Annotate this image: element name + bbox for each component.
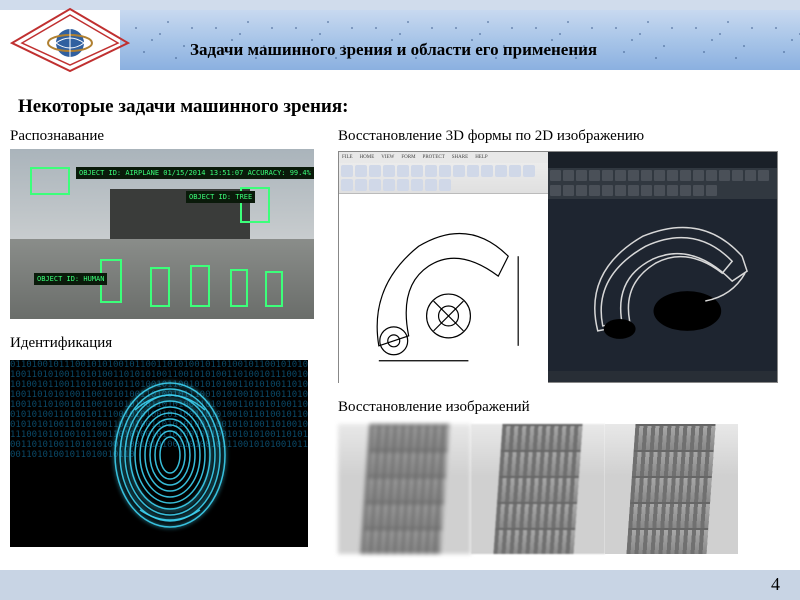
- cad-tool-icon: [550, 185, 561, 196]
- cad-tool-icon: [693, 170, 704, 181]
- reconstruction-image: FILEHOMEVIEWFORMPROTECTSHAREHELP: [338, 151, 778, 383]
- recognition-image: OBJECT ID: AIRPLANE 01/15/2014 13:51:07 …: [10, 149, 314, 319]
- recognition-label: Распознавание: [10, 128, 315, 145]
- cad-tool-icon: [654, 185, 665, 196]
- toolbar-icon: [495, 165, 507, 177]
- page-number: 4: [771, 574, 780, 595]
- cad-tool-icon: [589, 185, 600, 196]
- cad-tool-icon: [745, 170, 756, 181]
- cad-tool-icon: [602, 185, 613, 196]
- cad-tool-icon: [563, 185, 574, 196]
- restore-label: Восстановление изображений: [338, 399, 780, 416]
- reconstruction-label: Восстановление 3D формы по 2D изображени…: [338, 128, 780, 145]
- cad-statusbar: [548, 371, 777, 382]
- cad-tool-icon: [758, 170, 769, 181]
- pdf-tab: HOME: [357, 154, 378, 161]
- toolbar-icon: [369, 179, 381, 191]
- cad-tool-icon: [693, 185, 704, 196]
- pdf-tab: PROTECT: [420, 154, 448, 161]
- cad-ribbon: [548, 168, 777, 199]
- left-column: Распознавание OBJECT ID: AIRPLANE 01/15/…: [10, 128, 315, 547]
- cad-tool-icon: [589, 170, 600, 181]
- pdf-toolbar: [339, 163, 548, 193]
- toolbar-icon: [425, 165, 437, 177]
- toolbar-icon: [467, 165, 479, 177]
- fingerprint-icon: [105, 370, 235, 535]
- pdf-tab-row: FILEHOMEVIEWFORMPROTECTSHAREHELP: [339, 152, 548, 163]
- toolbar-icon: [369, 165, 381, 177]
- toolbar-icon: [397, 179, 409, 191]
- cad-tool-icon: [719, 170, 730, 181]
- pdf-tab: FILE: [339, 154, 356, 161]
- toolbar-icon: [341, 179, 353, 191]
- toolbar-icon: [355, 179, 367, 191]
- toolbar-icon: [509, 165, 521, 177]
- cad-tool-icon: [706, 170, 717, 181]
- right-column: Восстановление 3D формы по 2D изображени…: [338, 128, 780, 554]
- cad-tool-icon: [628, 170, 639, 181]
- cad-tool-icon: [576, 170, 587, 181]
- slide-title: Задачи машинного зрения и области его пр…: [190, 40, 780, 60]
- institution-logo: [0, 5, 140, 75]
- toolbar-icon: [523, 165, 535, 177]
- toolbar-icon: [439, 179, 451, 191]
- pdf-tab: SHARE: [449, 154, 471, 161]
- toolbar-icon: [397, 165, 409, 177]
- detection-box: [265, 271, 283, 307]
- cad-tool-icon: [680, 185, 691, 196]
- cad-tool-icon: [615, 170, 626, 181]
- slide-footer: 4: [0, 570, 800, 600]
- cad-tool-icon: [615, 185, 626, 196]
- cad-canvas: [548, 199, 777, 371]
- detection-box: [150, 267, 170, 307]
- cad-pane: [548, 152, 777, 382]
- pdf-tab: HELP: [472, 154, 491, 161]
- detection-label: OBJECT ID: HUMAN: [34, 273, 107, 285]
- toolbar-icon: [341, 165, 353, 177]
- pdf-tab: FORM: [398, 154, 418, 161]
- cad-tool-icon: [628, 185, 639, 196]
- detection-label: OBJECT ID: TREE: [186, 191, 255, 203]
- cad-tool-icon: [602, 170, 613, 181]
- toolbar-icon: [383, 179, 395, 191]
- cad-titlebar: [548, 152, 777, 168]
- cad-tool-icon: [680, 170, 691, 181]
- cad-tool-icon: [732, 170, 743, 181]
- toolbar-icon: [383, 165, 395, 177]
- cad-tool-icon: [667, 170, 678, 181]
- toolbar-icon: [425, 179, 437, 191]
- pdf-tab: VIEW: [378, 154, 397, 161]
- cad-tool-icon: [641, 185, 652, 196]
- cad-tool-icon: [576, 185, 587, 196]
- detection-box: [230, 269, 248, 307]
- cad-tool-icon: [550, 170, 561, 181]
- pdf-ribbon: FILEHOMEVIEWFORMPROTECTSHAREHELP: [339, 152, 548, 194]
- cad-tool-icon: [706, 185, 717, 196]
- toolbar-icon: [355, 165, 367, 177]
- detection-box: [190, 265, 210, 307]
- slide-subtitle: Некоторые задачи машинного зрения:: [18, 96, 800, 118]
- toolbar-icon: [411, 179, 423, 191]
- cad-tool-icon: [563, 170, 574, 181]
- cad-tool-icon: [641, 170, 652, 181]
- tower-sharp: [605, 424, 738, 554]
- cad-tool-icon: [667, 185, 678, 196]
- identification-image: 0110100101110010101001011001101010010110…: [10, 360, 308, 547]
- toolbar-icon: [453, 165, 465, 177]
- toolbar-icon: [439, 165, 451, 177]
- slide-header: Задачи машинного зрения и области его пр…: [0, 0, 800, 76]
- pdf-canvas: [339, 194, 548, 386]
- detection-box: [30, 167, 70, 195]
- toolbar-icon: [411, 165, 423, 177]
- detection-label: OBJECT ID: AIRPLANE 01/15/2014 13:51:07 …: [76, 167, 314, 179]
- toolbar-icon: [481, 165, 493, 177]
- identification-label: Идентификация: [10, 335, 315, 352]
- tower-blurred: [338, 424, 471, 554]
- cad-tool-icon: [654, 170, 665, 181]
- tower-mid: [471, 424, 604, 554]
- restore-image: [338, 424, 738, 554]
- pdf-viewer-pane: FILEHOMEVIEWFORMPROTECTSHAREHELP: [339, 152, 548, 382]
